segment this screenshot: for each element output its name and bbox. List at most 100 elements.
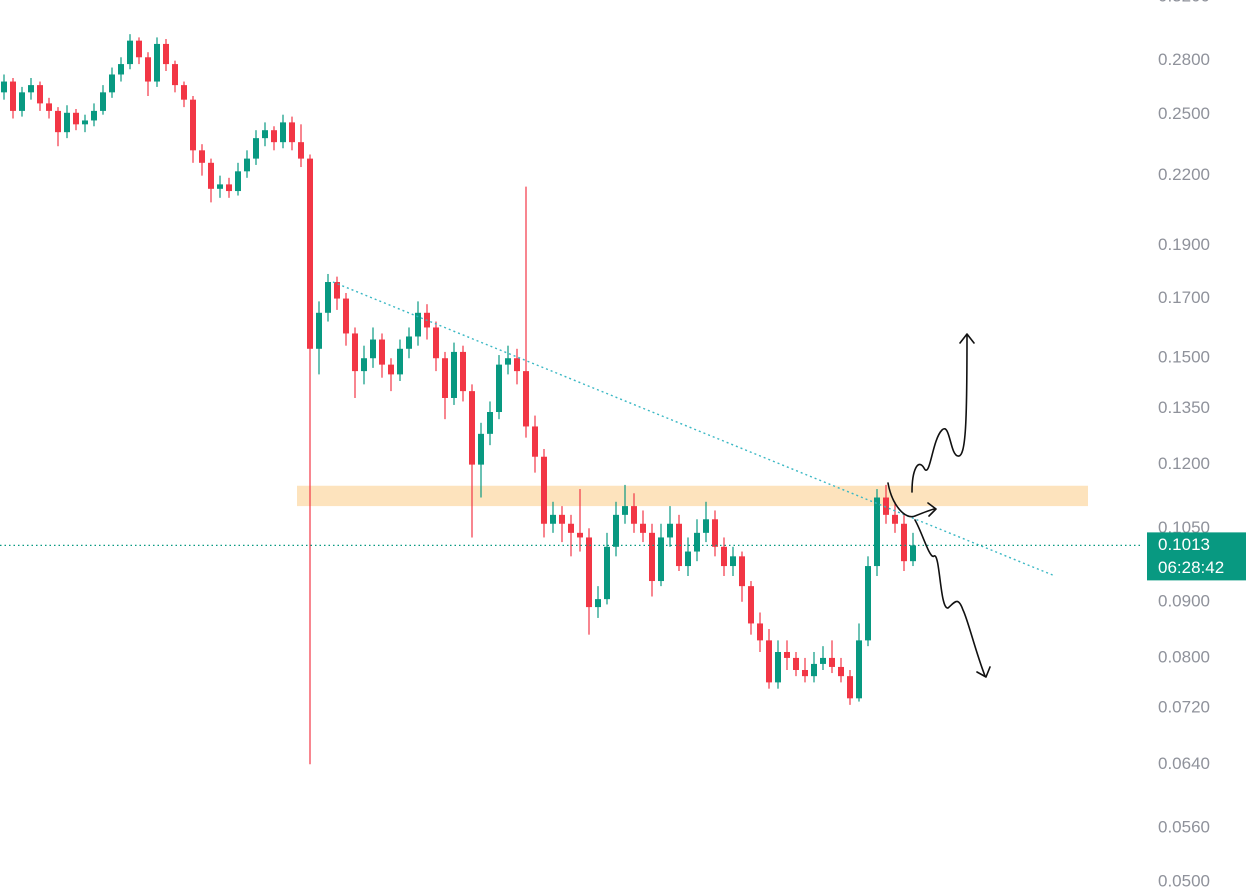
candle-body (550, 514, 556, 524)
candle-body (307, 158, 313, 349)
candle-body (235, 171, 241, 192)
candle-body (361, 358, 367, 372)
y-tick-label: 0.1350 (1158, 398, 1210, 417)
y-tick-label: 0.2500 (1158, 104, 1210, 123)
candle-body (613, 514, 619, 547)
y-tick-label: 0.0560 (1158, 817, 1210, 836)
candle-body (325, 282, 331, 313)
candle-body (280, 122, 286, 143)
candle-body (910, 545, 916, 562)
candle-body (316, 312, 322, 349)
candle-body (406, 336, 412, 349)
candle-body (397, 348, 403, 375)
y-tick-label: 0.0500 (1158, 871, 1210, 889)
y-tick-label: 0.0640 (1158, 754, 1210, 773)
candle-body (487, 412, 493, 434)
candle-body (343, 298, 349, 334)
candle-body (658, 537, 664, 582)
y-tick-label: 0.1200 (1158, 454, 1210, 473)
candle-body (865, 566, 871, 641)
price-tag-countdown: 06:28:42 (1158, 558, 1224, 577)
candle-body (433, 327, 439, 359)
candle-body (298, 142, 304, 159)
candle-body (532, 426, 538, 457)
candle-body (109, 74, 115, 93)
candle-body (784, 652, 790, 658)
candle-body (802, 669, 808, 677)
candle-body (181, 85, 187, 100)
candle-body (127, 40, 133, 65)
candle-body (829, 657, 835, 667)
y-tick-label: 0.1500 (1158, 348, 1210, 367)
retest-arrow (887, 482, 937, 518)
candle-body (460, 351, 466, 392)
y-tick-label: 0.1900 (1158, 235, 1210, 254)
candle-body (676, 523, 682, 567)
candle-body (379, 339, 385, 365)
candle-body (766, 640, 772, 683)
y-tick-label: 0.2800 (1158, 50, 1210, 69)
y-tick-label: 0.0720 (1158, 698, 1210, 717)
candle-body (856, 640, 862, 699)
y-tick-label: 0.2200 (1158, 165, 1210, 184)
candle-body (82, 120, 88, 125)
candle-body (64, 112, 70, 133)
y-tick-label: 0.0800 (1158, 647, 1210, 666)
candle-body (703, 519, 709, 533)
down-scenario-arrow (914, 519, 991, 678)
candle-body (100, 92, 106, 111)
candle-body (10, 81, 16, 111)
candle-body (136, 40, 142, 58)
candle-body (253, 138, 259, 159)
candle-body (505, 358, 511, 365)
candle-body (622, 506, 628, 515)
candle-body (667, 523, 673, 538)
candle-body (91, 110, 97, 121)
trendline (332, 281, 1056, 577)
candle-body (262, 130, 268, 139)
candle-body (541, 456, 547, 524)
candle-body (694, 532, 700, 552)
candle-body (730, 556, 736, 567)
candle-body (892, 514, 898, 524)
candle-body (586, 537, 592, 608)
candle-body (226, 184, 232, 192)
candle-body (37, 85, 43, 104)
y-tick-label: 0.1700 (1158, 288, 1210, 307)
candle-body (514, 358, 520, 372)
y-tick-label: 0.1050 (1158, 518, 1210, 537)
price-tag-value: 0.1013 (1158, 535, 1210, 554)
candle-body (352, 333, 358, 372)
candle-body (757, 623, 763, 641)
candle-body (442, 358, 448, 398)
candle-body (577, 532, 583, 538)
candle-body (244, 158, 250, 172)
candle-body (289, 122, 295, 143)
candle-body (793, 657, 799, 670)
candle-body (478, 433, 484, 465)
candle-body (685, 551, 691, 567)
resistance-zone (297, 485, 1088, 507)
candle-body (847, 676, 853, 699)
candle-body (55, 110, 61, 133)
candle-body (154, 43, 160, 82)
hand-drawn-arrows (887, 333, 991, 678)
candle-body (649, 532, 655, 582)
candle-body (712, 519, 718, 547)
candle-body (820, 657, 826, 664)
candle-body (19, 92, 25, 111)
candle-body (721, 546, 727, 567)
candle-body (46, 103, 52, 111)
candle-body (28, 85, 34, 93)
candle-body (901, 523, 907, 562)
y-tick-label: 0.3200 (1158, 0, 1210, 5)
candle-body (604, 546, 610, 600)
candle-body (370, 339, 376, 359)
candle-body (811, 663, 817, 677)
candle-body (631, 506, 637, 524)
candle-body (199, 150, 205, 163)
candle-body (217, 184, 223, 189)
candle-body (883, 497, 889, 515)
candle-body (271, 130, 277, 143)
